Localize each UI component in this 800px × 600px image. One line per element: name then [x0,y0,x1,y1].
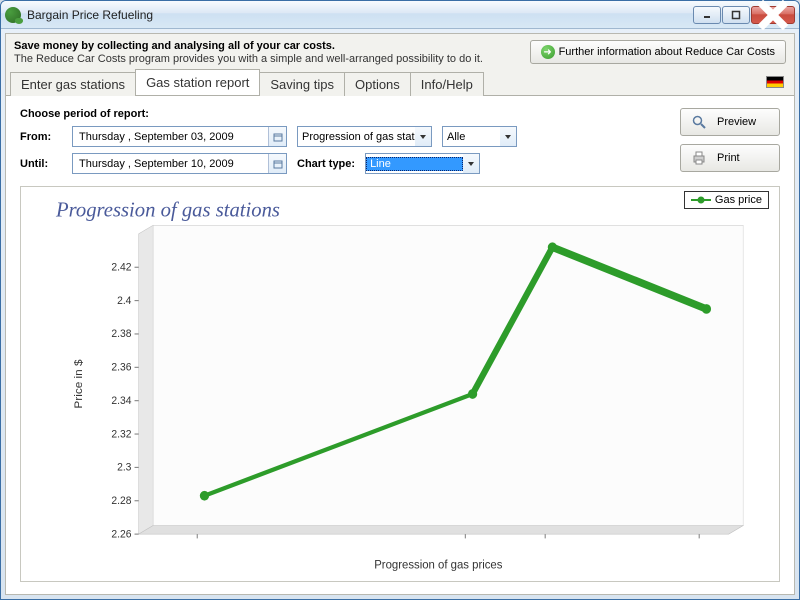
tab-saving-tips[interactable]: Saving tips [259,72,345,96]
chevron-down-icon [463,154,479,173]
app-icon [5,7,21,23]
info-link-button[interactable]: ➜ Further information about Reduce Car C… [530,40,786,64]
legend-label: Gas price [715,194,762,206]
svg-text:Progression of gas stations: Progression of gas stations [55,197,280,221]
tabs: Enter gas stationsGas station reportSavi… [6,69,794,95]
tab-gas-station-report[interactable]: Gas station report [135,69,260,95]
page-subtitle: The Reduce Car Costs program provides yo… [14,53,522,65]
calendar-icon[interactable] [268,127,286,146]
svg-text:2.32: 2.32 [111,428,131,440]
preview-label: Preview [717,116,756,128]
from-label: From: [20,131,62,143]
svg-text:2.28: 2.28 [111,495,131,507]
until-label: Until: [20,158,62,170]
magnifier-icon [691,114,707,130]
flag-germany-icon[interactable] [766,76,784,88]
chart-legend: Gas price [684,191,769,209]
svg-text:Progression of gas prices: Progression of gas prices [374,559,502,571]
svg-text:2.36: 2.36 [111,361,131,373]
from-date-value: Thursday , September 03, 2009 [73,131,268,143]
filter-select[interactable]: Alle [442,126,517,147]
arrow-right-icon: ➜ [541,45,555,59]
report-type-select[interactable]: Progression of gas static [297,126,432,147]
calendar-icon[interactable] [268,154,286,173]
minimize-button[interactable] [693,6,721,24]
maximize-button[interactable] [722,6,750,24]
chevron-down-icon [500,127,516,146]
chart: Gas price Progression of gas stations 2.2… [20,186,780,582]
print-button[interactable]: Print [680,144,780,172]
svg-text:Price in $: Price in $ [73,359,85,409]
tab-info-help[interactable]: Info/Help [410,72,484,96]
titlebar: Bargain Price Refueling [1,1,799,29]
info-link-label: Further information about Reduce Car Cos… [559,46,775,58]
period-label: Choose period of report: [20,108,517,120]
svg-text:2.3: 2.3 [117,461,131,473]
chart-type-select[interactable]: Line [365,153,480,174]
print-label: Print [717,152,740,164]
svg-text:2.42: 2.42 [111,261,131,273]
printer-icon [691,150,707,166]
chevron-down-icon [415,127,431,146]
tab-options[interactable]: Options [344,72,411,96]
from-date-picker[interactable]: Thursday , September 03, 2009 [72,126,287,147]
chart-type-label: Chart type: [297,158,355,170]
until-date-value: Thursday , September 10, 2009 [73,158,268,170]
close-button[interactable] [751,6,795,24]
filter-value: Alle [443,131,500,143]
svg-text:2.34: 2.34 [111,395,131,407]
svg-text:2.38: 2.38 [111,328,131,340]
page-title: Save money by collecting and analysing a… [14,40,522,52]
tab-enter-gas-stations[interactable]: Enter gas stations [10,72,136,96]
until-date-picker[interactable]: Thursday , September 10, 2009 [72,153,287,174]
window-title: Bargain Price Refueling [27,8,153,22]
svg-text:2.26: 2.26 [111,528,131,540]
chart-type-value: Line [366,157,463,171]
report-type-value: Progression of gas static [298,131,415,143]
svg-text:2.4: 2.4 [117,295,131,307]
preview-button[interactable]: Preview [680,108,780,136]
